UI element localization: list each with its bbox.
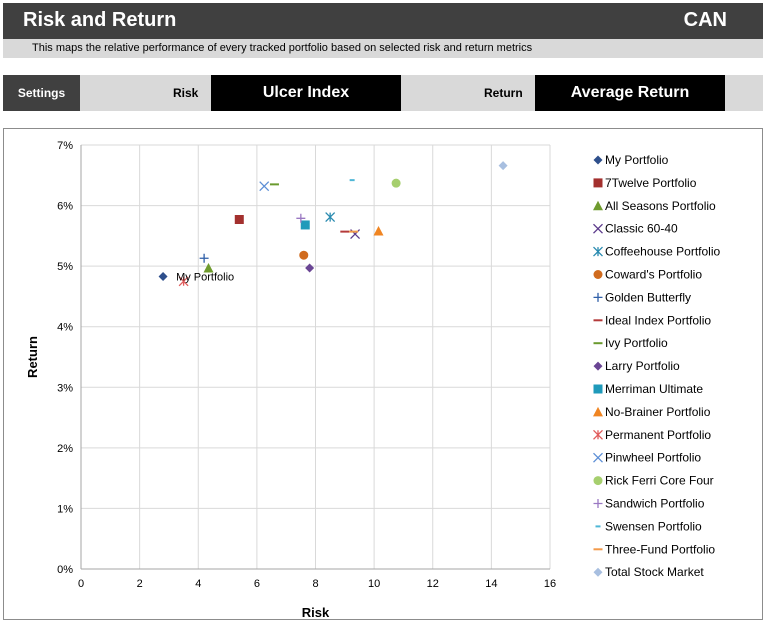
legend-marker-permanent-portfolio [593, 429, 603, 440]
legend-label-pinwheel-portfolio: Pinwheel Portfolio [605, 451, 701, 465]
risk-label: Risk [173, 86, 199, 100]
x-tick-label: 4 [195, 578, 201, 590]
x-tick-label: 10 [368, 578, 380, 590]
legend-label-ivy-portfolio: Ivy Portfolio [605, 336, 668, 350]
legend-marker-merriman-ultimate [593, 384, 603, 394]
legend-label-sandwich-portfolio: Sandwich Portfolio [605, 497, 705, 511]
settings-button[interactable]: Settings [3, 75, 80, 111]
y-tick-label: 6% [57, 201, 73, 213]
chart-container: 0% 1% 2% 3% 4% 5% 6% 7% 0 2 4 6 8 10 12 14 16 Risk Return M… [3, 128, 763, 620]
x-tick-label: 16 [544, 578, 556, 590]
legend-label-coward-s-portfolio: Coward's Portfolio [605, 268, 702, 282]
legend-marker-sandwich-portfolio [593, 499, 603, 508]
point-merriman-ultimate [300, 220, 310, 230]
x-tick-label: 2 [137, 578, 143, 590]
scatter-chart: 0% 1% 2% 3% 4% 5% 6% 7% 0 2 4 6 8 10 12 14 16 Risk Return M… [25, 140, 721, 619]
legend-marker-pinwheel-portfolio [593, 452, 603, 463]
point-my-portfolio [158, 271, 168, 281]
legend-label-larry-portfolio: Larry Portfolio [605, 359, 680, 373]
legend-label-classic-60-40: Classic 60-40 [605, 222, 678, 236]
legend-label-all-seasons-portfolio: All Seasons Portfolio [605, 199, 716, 213]
y-tick-label: 2% [57, 443, 73, 455]
point-total-stock-market [498, 161, 508, 171]
point-rick-ferri-core-four [391, 178, 401, 188]
point-permanent-portfolio [178, 276, 189, 287]
legend-label-7twelve-portfolio: 7Twelve Portfolio [605, 176, 697, 190]
legend-label-total-stock-market: Total Stock Market [605, 565, 704, 579]
y-tick-label: 4% [57, 322, 73, 334]
point-larry-portfolio [305, 263, 315, 273]
risk-metric-select[interactable]: Ulcer Index [211, 75, 401, 111]
point-coward-s-portfolio [299, 250, 309, 260]
legend-marker-golden-butterfly [593, 292, 603, 302]
legend-label-my-portfolio: My Portfolio [605, 153, 669, 167]
x-tick-label: 0 [78, 578, 84, 590]
x-tick-label: 14 [485, 578, 497, 590]
x-tick-label: 6 [254, 578, 260, 590]
page-title: Risk and Return [23, 9, 177, 31]
y-tick-label: 3% [57, 382, 73, 394]
point-7twelve-portfolio [234, 215, 244, 225]
page-subtitle: This maps the relative performance of ev… [32, 42, 533, 54]
country-code: CAN [683, 9, 727, 31]
legend-label-coffeehouse-portfolio: Coffeehouse Portfolio [605, 245, 721, 259]
legend-label-permanent-portfolio: Permanent Portfolio [605, 428, 711, 442]
point-no-brainer-portfolio [373, 226, 384, 236]
legend-label-merriman-ultimate: Merriman Ultimate [605, 382, 703, 396]
y-axis-title: Return [25, 336, 40, 378]
x-tick-label: 12 [427, 578, 439, 590]
legend-label-swensen-portfolio: Swensen Portfolio [605, 519, 702, 533]
legend-label-rick-ferri-core-four: Rick Ferri Core Four [605, 474, 714, 488]
legend-marker-my-portfolio [593, 155, 603, 165]
y-tick-label: 5% [57, 261, 73, 273]
legend-marker-classic-60-40 [593, 223, 603, 234]
legend-label-golden-butterfly: Golden Butterfly [605, 290, 691, 304]
return-metric-select[interactable]: Average Return [535, 75, 725, 111]
legend-label-ideal-index-portfolio: Ideal Index Portfolio [605, 313, 711, 327]
y-tick-label: 7% [57, 140, 73, 152]
point-coffeehouse-portfolio [325, 212, 336, 223]
legend-label-no-brainer-portfolio: No-Brainer Portfolio [605, 405, 711, 419]
y-tick-label: 1% [57, 503, 73, 515]
point-all-seasons-portfolio [203, 262, 214, 273]
point-golden-butterfly [199, 253, 209, 263]
subtitle-bar: This maps the relative performance of ev… [3, 39, 763, 58]
point-pinwheel-portfolio [259, 181, 270, 192]
settings-row: Settings Risk Ulcer Index Return Average… [3, 75, 763, 111]
legend-marker-coward-s-portfolio [593, 270, 603, 279]
legend-marker-no-brainer-portfolio [593, 406, 603, 417]
legend-marker-all-seasons-portfolio [593, 200, 603, 211]
legend-marker-total-stock-market [593, 567, 603, 577]
point-sandwich-portfolio [296, 213, 306, 223]
legend-marker-rick-ferri-core-four [593, 476, 603, 486]
point-annotation-label: My Portfolio [176, 271, 234, 283]
x-tick-label: 8 [312, 578, 318, 590]
legend-marker-larry-portfolio [593, 361, 603, 371]
legend-marker-coffeehouse-portfolio [593, 246, 603, 257]
x-axis-title: Risk [302, 605, 330, 619]
legend-marker-7twelve-portfolio [593, 178, 603, 188]
title-bar: Risk and Return CAN [3, 3, 763, 39]
legend-label-three-fund-portfolio: Three-Fund Portfolio [605, 542, 715, 556]
return-label: Return [484, 86, 523, 100]
y-tick-label: 0% [57, 564, 73, 576]
